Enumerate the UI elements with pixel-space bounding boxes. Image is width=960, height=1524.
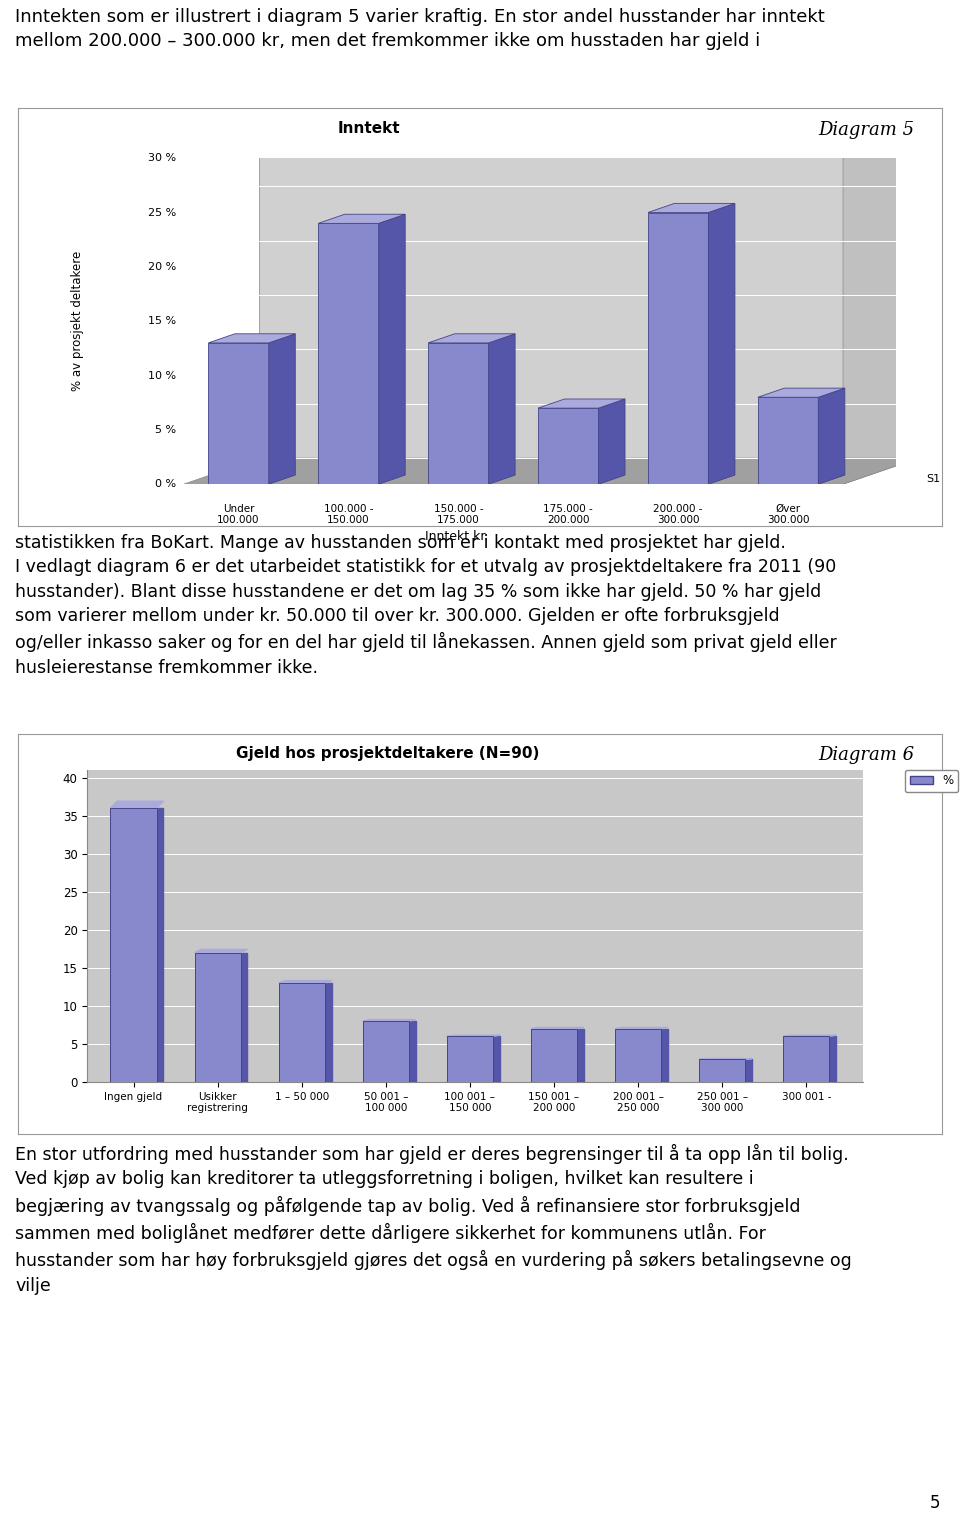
Polygon shape: [598, 399, 625, 485]
Polygon shape: [818, 389, 845, 485]
Text: Øver
300.000: Øver 300.000: [767, 504, 809, 526]
Bar: [110, 808, 156, 1082]
Text: 5 %: 5 %: [155, 425, 176, 434]
Polygon shape: [208, 334, 296, 343]
Polygon shape: [378, 215, 405, 485]
Text: Diagram 5: Diagram 5: [818, 120, 914, 139]
Text: % av prosjekt deltakere: % av prosjekt deltakere: [71, 251, 84, 392]
Text: 100.000 -
150.000: 100.000 - 150.000: [324, 504, 373, 526]
Polygon shape: [757, 398, 818, 485]
Polygon shape: [648, 212, 708, 485]
Polygon shape: [577, 1029, 584, 1082]
Text: 0 %: 0 %: [155, 479, 176, 489]
Text: S1: S1: [926, 474, 941, 485]
Polygon shape: [409, 1021, 416, 1082]
Polygon shape: [241, 952, 248, 1082]
Text: Inntekt kr.: Inntekt kr.: [424, 530, 488, 543]
Polygon shape: [110, 802, 163, 808]
Text: Inntekten som er illustrert i diagram 5 varier kraftig. En stor andel husstander: Inntekten som er illustrert i diagram 5 …: [15, 8, 825, 50]
Text: Diagram 6: Diagram 6: [818, 747, 914, 764]
Bar: [783, 1036, 829, 1082]
Polygon shape: [428, 343, 489, 485]
Polygon shape: [183, 459, 919, 485]
Text: En stor utfordring med husstander som har gjeld er deres begrensinger til å ta o: En stor utfordring med husstander som ha…: [15, 1145, 852, 1294]
Text: Gjeld hos prosjektdeltakere (N=90): Gjeld hos prosjektdeltakere (N=90): [236, 747, 540, 760]
Polygon shape: [661, 1029, 668, 1082]
Polygon shape: [278, 980, 331, 983]
Polygon shape: [648, 203, 735, 212]
Text: 175.000 -
200.000: 175.000 - 200.000: [543, 504, 593, 526]
Text: 10 %: 10 %: [148, 370, 176, 381]
Text: 200.000 -
300.000: 200.000 - 300.000: [654, 504, 703, 526]
Text: 150.000 -
175.000: 150.000 - 175.000: [434, 504, 483, 526]
Text: Inntekt: Inntekt: [338, 120, 400, 136]
Polygon shape: [428, 334, 516, 343]
Text: 20 %: 20 %: [148, 262, 176, 271]
Polygon shape: [489, 334, 516, 485]
Text: statistikken fra BoKart. Mange av husstanden som er i kontakt med prosjektet har: statistikken fra BoKart. Mange av hussta…: [15, 533, 837, 677]
Text: 30 %: 30 %: [148, 152, 176, 163]
Polygon shape: [745, 1059, 752, 1082]
Bar: [615, 1029, 661, 1082]
Bar: [699, 1059, 745, 1082]
Polygon shape: [538, 408, 598, 485]
Polygon shape: [318, 215, 405, 224]
Text: 15 %: 15 %: [148, 315, 176, 326]
Bar: [531, 1029, 577, 1082]
Polygon shape: [324, 983, 331, 1082]
Polygon shape: [708, 203, 735, 485]
Polygon shape: [259, 133, 919, 459]
Text: 25 %: 25 %: [148, 207, 176, 218]
Polygon shape: [269, 334, 296, 485]
Polygon shape: [195, 949, 248, 952]
Polygon shape: [757, 389, 845, 398]
Text: Under
100.000: Under 100.000: [217, 504, 260, 526]
Polygon shape: [843, 133, 919, 485]
Bar: [446, 1036, 493, 1082]
Polygon shape: [208, 343, 269, 485]
Polygon shape: [156, 808, 163, 1082]
Bar: [363, 1021, 409, 1082]
Polygon shape: [318, 224, 378, 485]
Polygon shape: [493, 1036, 500, 1082]
Legend: %: %: [905, 770, 958, 792]
Polygon shape: [538, 399, 625, 408]
Bar: [278, 983, 324, 1082]
Bar: [195, 952, 241, 1082]
Text: 5: 5: [929, 1494, 940, 1512]
Polygon shape: [829, 1036, 836, 1082]
